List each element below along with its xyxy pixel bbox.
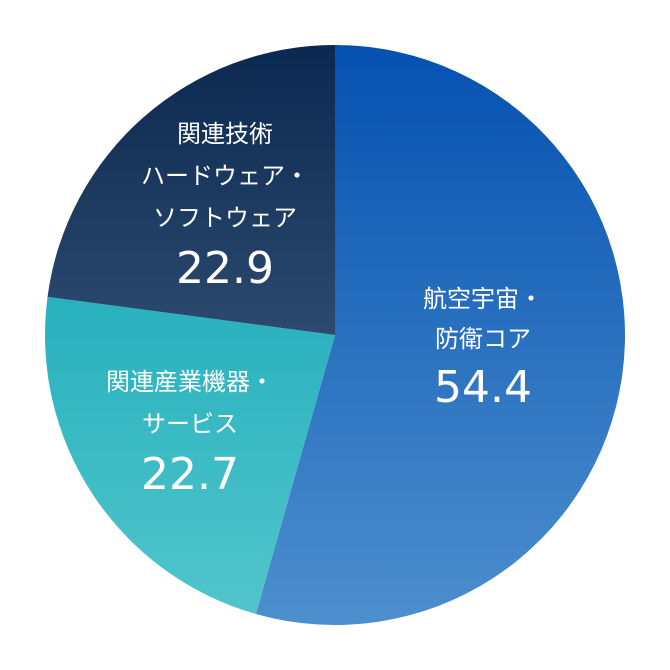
- slice-label: 航空宇宙・: [423, 285, 543, 313]
- pie-slice: [255, 45, 625, 625]
- slice-label: 関連技術: [177, 120, 273, 148]
- pie-slice: [44, 296, 336, 614]
- pie-slice: [47, 45, 336, 335]
- slice-label: 関連産業機器・: [106, 368, 274, 396]
- slice-label: ハードウェア・: [141, 162, 309, 190]
- slice-label: ソフトウェア: [153, 204, 297, 232]
- value-label: 22.7: [141, 449, 239, 500]
- value-label: 54.4: [434, 362, 532, 413]
- slice-label: サービス: [142, 410, 238, 438]
- value-label: 22.9: [176, 243, 274, 294]
- slice-label: 防衛コア: [435, 325, 531, 353]
